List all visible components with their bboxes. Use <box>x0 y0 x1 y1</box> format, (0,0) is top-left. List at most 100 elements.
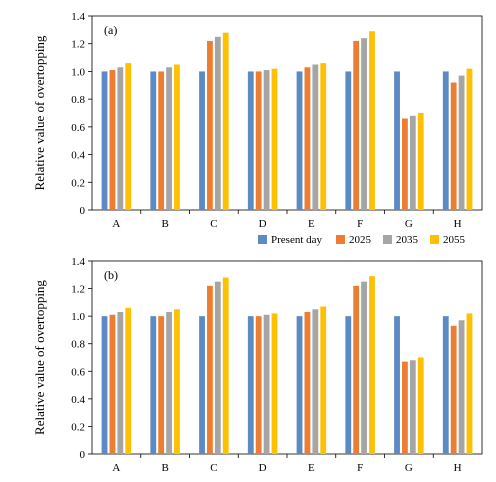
bar-c-2035 <box>214 36 221 211</box>
y-tick-label: 0.8 <box>71 339 85 351</box>
bar-e-present-day <box>296 316 303 454</box>
bar-e-2025 <box>304 312 311 454</box>
legend-entry: 2025 <box>349 234 372 246</box>
y-tick-label: 1.0 <box>71 311 85 323</box>
bar-f-2055 <box>369 276 375 454</box>
panel-label: (a) <box>104 23 117 37</box>
bar-g-2025 <box>402 361 408 454</box>
y-axis-label: Relative value of overtopping <box>32 35 47 190</box>
bar-c-2025 <box>207 285 213 454</box>
chart-panel-b: 0 0.2 0.4 0.6 0.8 1.0 1.2 1.4 Relative value of … <box>32 256 483 474</box>
bar-e-2055 <box>320 306 327 454</box>
bar-h-2055 <box>466 313 473 454</box>
legend-entry: 2055 <box>443 234 466 246</box>
x-tick-label: A <box>112 462 120 474</box>
bar-h-2025 <box>450 82 457 210</box>
bar-d-2055 <box>271 68 278 211</box>
legend-swatch <box>430 235 439 244</box>
bar-f-present-day <box>345 71 352 210</box>
bar-h-2035 <box>458 75 465 210</box>
y-tick-label: 0.6 <box>71 122 85 134</box>
bar-d-2035 <box>263 70 270 211</box>
bar-d-2025 <box>255 316 262 454</box>
y-tick-label: 0.4 <box>71 394 85 406</box>
bar-b-2035 <box>166 312 172 454</box>
bar-a-present-day <box>101 71 108 210</box>
y-tick-label: 0.8 <box>71 94 85 106</box>
bar-b-present-day <box>150 316 157 454</box>
bar-a-2035 <box>117 67 124 211</box>
legend-swatch <box>258 235 267 244</box>
bar-g-2025 <box>402 118 408 210</box>
legend-entry: Present day <box>271 234 323 246</box>
bar-c-present-day <box>199 316 205 454</box>
bar-c-2035 <box>214 281 221 454</box>
x-tick-label: F <box>357 218 363 230</box>
bar-c-2025 <box>207 40 213 210</box>
y-tick-label: 0.6 <box>71 366 85 378</box>
bar-a-2025 <box>109 314 116 454</box>
legend: Present day 2025 2035 2055 <box>258 234 466 246</box>
bar-g-2035 <box>409 115 416 210</box>
x-tick-label: B <box>161 462 168 474</box>
bar-b-2055 <box>174 309 180 454</box>
y-tick-label: 0.2 <box>71 177 85 189</box>
bar-f-2035 <box>361 281 367 454</box>
bar-h-present-day <box>442 316 449 454</box>
bar-b-2055 <box>174 64 180 210</box>
bar-g-2055 <box>417 357 424 454</box>
bar-a-2055 <box>125 63 132 210</box>
x-tick-label: A <box>112 218 120 230</box>
bar-a-2035 <box>117 312 124 454</box>
bar-d-present-day <box>247 71 254 210</box>
bar-g-present-day <box>394 71 400 210</box>
bar-h-present-day <box>442 71 449 210</box>
bar-e-2055 <box>320 63 327 210</box>
x-tick-label: C <box>210 218 217 230</box>
bar-f-present-day <box>345 316 352 454</box>
chart-panel-a: 0 0.2 0.4 0.6 0.8 1.0 1.2 1.4 Relative value of … <box>32 11 483 230</box>
y-tick-label: 0.4 <box>71 150 85 162</box>
y-tick-label: 0.2 <box>71 421 85 433</box>
legend-swatch <box>383 235 392 244</box>
x-tick-label: G <box>405 218 413 230</box>
bar-e-2035 <box>312 64 319 210</box>
y-tick-label: 1.2 <box>71 284 85 296</box>
x-tick-label: H <box>454 462 462 474</box>
y-tick-label: 0 <box>80 205 86 217</box>
bar-f-2025 <box>353 40 360 210</box>
bar-a-2055 <box>125 307 132 454</box>
x-tick-label: D <box>259 462 267 474</box>
bar-f-2055 <box>369 31 375 210</box>
bar-d-2055 <box>271 313 278 454</box>
y-tick-label: 1.4 <box>71 256 85 268</box>
x-tick-label: F <box>357 462 363 474</box>
bar-b-2025 <box>158 316 165 454</box>
bar-d-present-day <box>247 316 254 454</box>
bar-e-present-day <box>296 71 303 210</box>
y-tick-label: 1.0 <box>71 66 85 78</box>
bar-h-2055 <box>466 68 473 211</box>
legend-swatch <box>336 235 345 244</box>
bar-e-2035 <box>312 309 319 454</box>
bar-h-2025 <box>450 325 457 454</box>
bar-c-2055 <box>222 277 229 454</box>
bar-e-2025 <box>304 67 311 211</box>
x-tick-label: G <box>405 462 413 474</box>
bar-b-2035 <box>166 67 172 211</box>
panel-label: (b) <box>104 268 118 282</box>
bar-f-2035 <box>361 38 367 210</box>
bar-b-2025 <box>158 71 165 210</box>
x-tick-label: E <box>308 218 315 230</box>
bar-d-2025 <box>255 71 262 210</box>
x-tick-label: C <box>210 462 217 474</box>
x-tick-label: B <box>161 218 168 230</box>
x-tick-label: E <box>308 462 315 474</box>
bar-g-present-day <box>394 316 400 454</box>
bar-c-2055 <box>222 32 229 210</box>
y-axis-label: Relative value of overtopping <box>32 280 47 435</box>
bar-c-present-day <box>199 71 205 210</box>
y-tick-label: 0 <box>80 449 86 461</box>
y-tick-label: 1.2 <box>71 39 85 51</box>
